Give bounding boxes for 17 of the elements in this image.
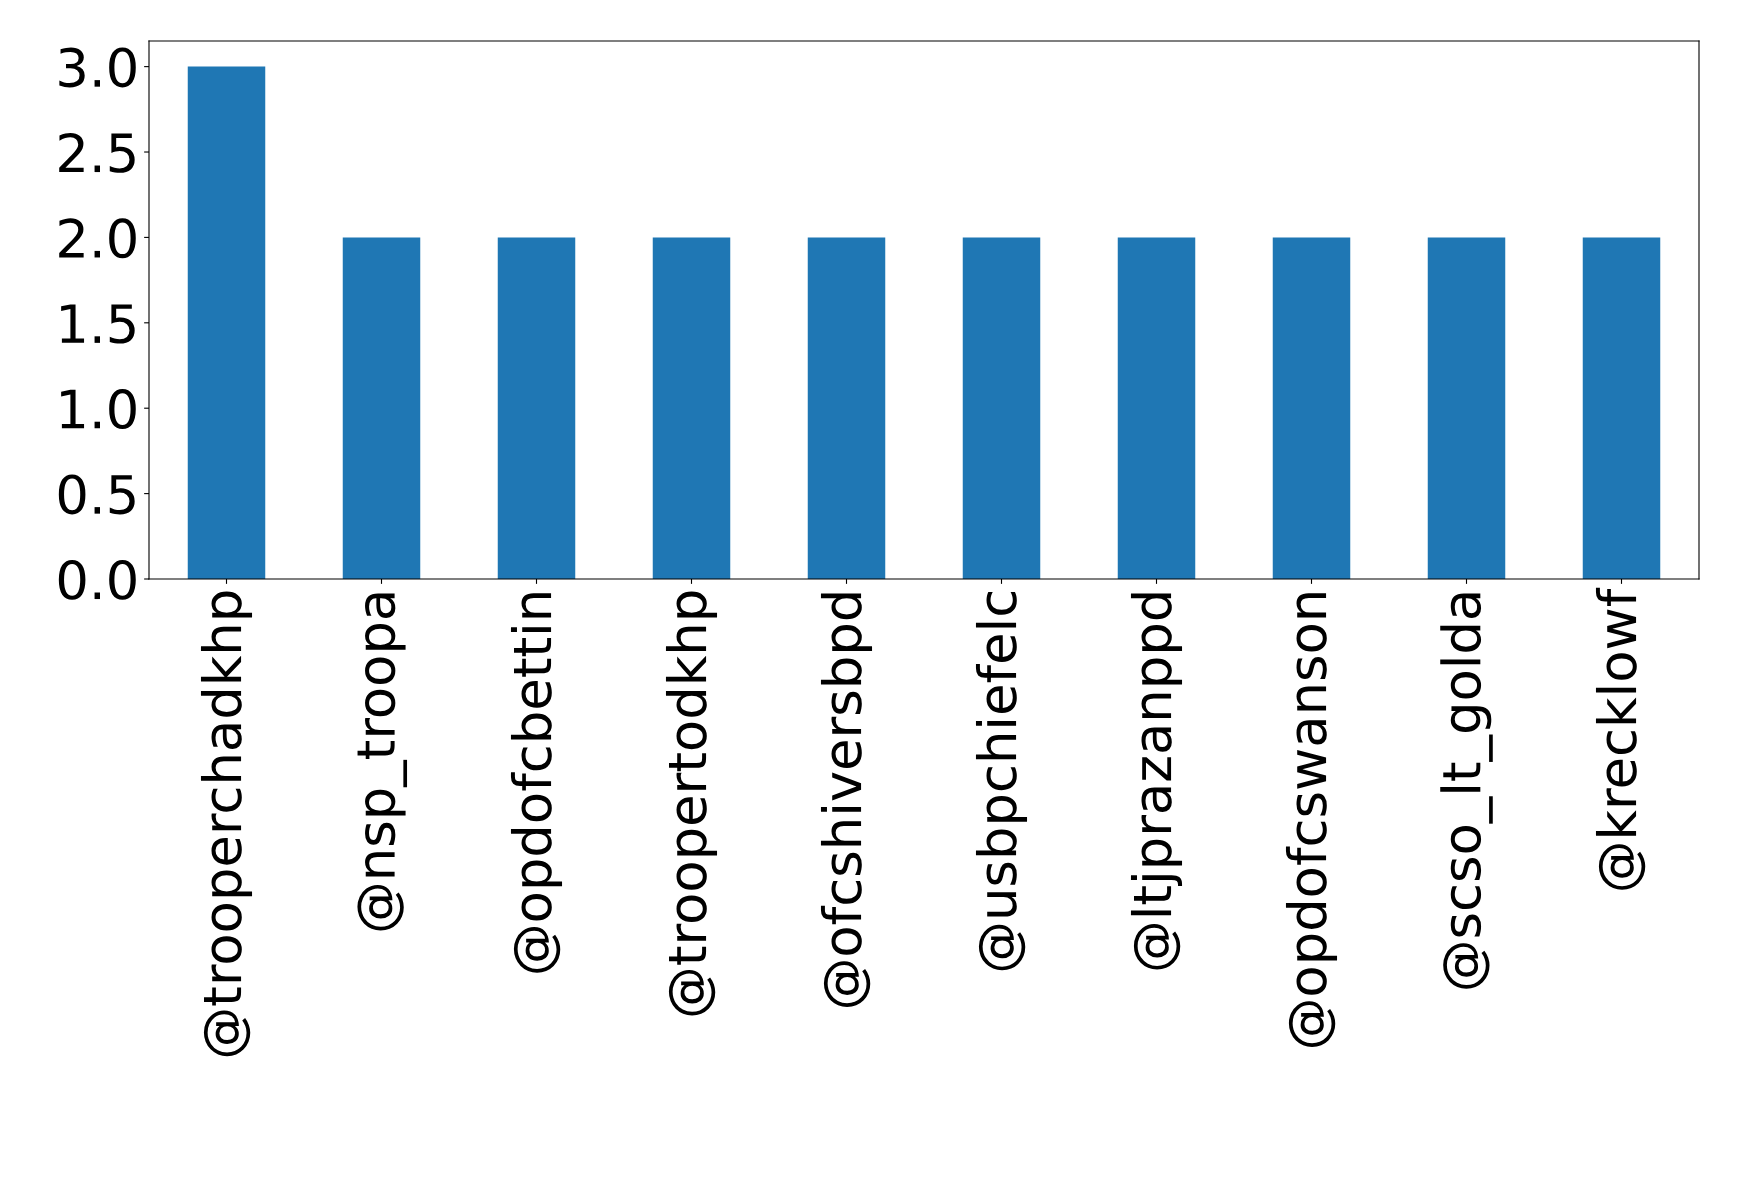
x-tick-label: @krecklowf (1595, 587, 1646, 890)
x-tick-label: @nsp_troopa (357, 593, 408, 931)
y-tick-label: 0.5 (58, 474, 135, 515)
y-tick-label: 2.0 (59, 218, 136, 259)
x-tick-label: @usbpchiefelc (975, 592, 1028, 971)
x-tick-label: @troopertodkhp (665, 591, 718, 1016)
x-tick-label: @scso_lt_golda (1440, 593, 1493, 989)
x-tick-label: @ltjprazanppd (1130, 593, 1183, 970)
y-tick-label: 1.5 (61, 304, 135, 344)
y-tick-label: 2.5 (59, 132, 135, 173)
y-tick-label: 0.0 (58, 559, 136, 600)
x-tick-label: @opdofcbettin (510, 593, 563, 973)
x-tick-label: @opdofcswanson (1285, 593, 1338, 1047)
y-tick-label: 3.0 (59, 47, 136, 88)
y-tick-label: 1.0 (61, 389, 136, 430)
x-tick-label: @ofcshiversbpd (820, 593, 873, 1007)
x-tick-label: @trooperchadkhp (200, 591, 253, 1057)
